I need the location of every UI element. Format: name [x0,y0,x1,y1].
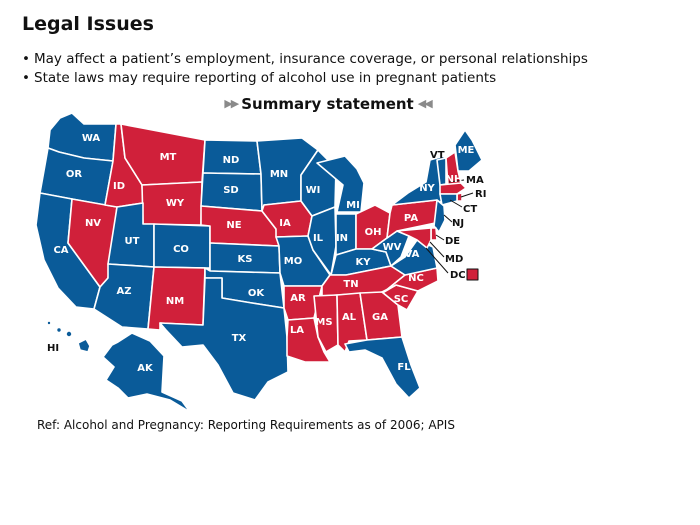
state-label-KS: KS [238,254,253,265]
state-label-CA: CA [53,245,68,256]
state-label-OK: OK [248,288,266,299]
state-label-WA: WA [82,133,101,144]
state-label-NJ: NJ [452,218,464,229]
state-label-RI: RI [475,189,486,200]
state-label-FL: FL [397,362,411,373]
state-FL[interactable] [344,336,421,399]
state-AK[interactable] [102,332,191,413]
state-label-NH: NH [446,174,463,185]
state-label-MN: MN [270,169,288,180]
state-label-OR: OR [66,169,83,180]
state-GA[interactable] [359,291,403,341]
state-label-SC: SC [394,294,409,305]
state-label-WY: WY [166,198,185,209]
state-label-SD: SD [223,185,239,196]
state-MD[interactable] [396,227,432,249]
state-HI-island[interactable] [46,320,52,326]
state-DE[interactable] [430,227,438,241]
state-label-CO: CO [173,244,189,255]
state-HI-island[interactable] [55,326,63,334]
state-label-AZ: AZ [117,286,132,297]
state-MI[interactable] [316,155,365,213]
state-VA[interactable] [390,239,438,276]
state-MS[interactable] [313,294,339,353]
state-label-IL: IL [313,233,324,244]
state-label-DC: DC [450,270,466,281]
state-DC-marker[interactable] [466,268,479,281]
back-arrows-icon: ◀◀ [417,97,433,110]
state-NJ[interactable] [433,199,446,233]
summary-statement-label: Summary statement [241,95,414,113]
state-label-NM: NM [166,296,184,307]
state-label-IN: IN [336,233,348,244]
state-label-AR: AR [290,293,306,304]
state-TX[interactable] [159,277,289,401]
state-HI-island[interactable] [65,330,73,338]
state-label-MS: MS [315,317,332,328]
state-label-MD: MD [445,254,463,265]
state-label-NY: NY [419,183,435,194]
state-label-AK: AK [137,363,154,374]
bullet-list: • May affect a patient’s employment, insu… [22,50,588,88]
state-MA[interactable] [439,182,467,195]
state-label-DE: DE [445,236,460,247]
state-label-MA: MA [466,175,484,186]
state-label-ND: ND [223,155,240,166]
bullet-text: May affect a patient’s employment, insur… [34,51,588,67]
bullet-item: • State laws may require reporting of alc… [22,70,497,86]
state-label-MT: MT [160,152,177,163]
state-label-ME: ME [458,145,475,156]
state-HI[interactable] [77,338,91,353]
bullet-item: • May affect a patient’s employment, insu… [22,51,588,67]
state-label-MI: MI [346,200,360,211]
state-CT[interactable] [439,193,458,206]
page-title: Legal Issues [22,13,154,35]
state-label-PA: PA [404,213,418,224]
state-label-GA: GA [372,312,388,323]
state-label-IA: IA [279,218,291,229]
state-label-KY: KY [356,257,372,268]
state-label-OH: OH [365,227,382,238]
state-NH[interactable] [445,151,462,186]
state-label-TN: TN [343,279,358,290]
state-label-VA: VA [405,249,420,260]
state-label-NV: NV [85,218,101,229]
state-label-HI: HI [47,343,59,354]
bullet-text: State laws may require reporting of alco… [34,70,497,86]
state-label-LA: LA [290,325,304,336]
state-label-WV: WV [383,242,402,253]
state-label-NC: NC [408,273,424,284]
state-label-CT: CT [463,204,477,215]
forward-arrows-icon: ▶▶ [224,97,239,110]
state-label-VT: VT [430,150,445,161]
state-label-WI: WI [306,185,321,196]
state-label-ID: ID [113,181,125,192]
reference-note: Ref: Alcohol and Pregnancy: Reporting Re… [37,418,455,432]
state-label-MO: MO [284,256,302,267]
state-label-UT: UT [125,236,140,247]
state-label-TX: TX [232,333,247,344]
state-label-NE: NE [226,220,241,231]
state-label-AL: AL [342,312,357,323]
summary-statement-button[interactable]: ▶▶ Summary statement ◀◀ [0,95,655,113]
state-LA[interactable] [286,317,331,363]
